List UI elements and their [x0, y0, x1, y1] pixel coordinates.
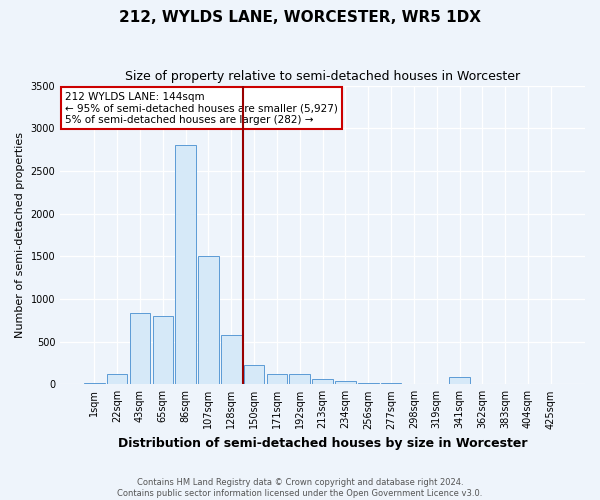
Title: Size of property relative to semi-detached houses in Worcester: Size of property relative to semi-detach…	[125, 70, 520, 83]
Text: 212, WYLDS LANE, WORCESTER, WR5 1DX: 212, WYLDS LANE, WORCESTER, WR5 1DX	[119, 10, 481, 25]
Y-axis label: Number of semi-detached properties: Number of semi-detached properties	[15, 132, 25, 338]
Text: Contains HM Land Registry data © Crown copyright and database right 2024.
Contai: Contains HM Land Registry data © Crown c…	[118, 478, 482, 498]
Bar	[313, 379, 333, 384]
Bar	[221, 335, 242, 384]
Bar	[449, 378, 470, 384]
Bar	[175, 146, 196, 384]
Bar	[335, 382, 356, 384]
Bar	[107, 374, 127, 384]
Bar	[130, 314, 150, 384]
Bar	[244, 364, 265, 384]
Bar	[198, 256, 219, 384]
Text: 212 WYLDS LANE: 144sqm
← 95% of semi-detached houses are smaller (5,927)
5% of s: 212 WYLDS LANE: 144sqm ← 95% of semi-det…	[65, 92, 338, 124]
X-axis label: Distribution of semi-detached houses by size in Worcester: Distribution of semi-detached houses by …	[118, 437, 527, 450]
Bar	[289, 374, 310, 384]
Bar	[152, 316, 173, 384]
Bar	[358, 382, 379, 384]
Bar	[266, 374, 287, 384]
